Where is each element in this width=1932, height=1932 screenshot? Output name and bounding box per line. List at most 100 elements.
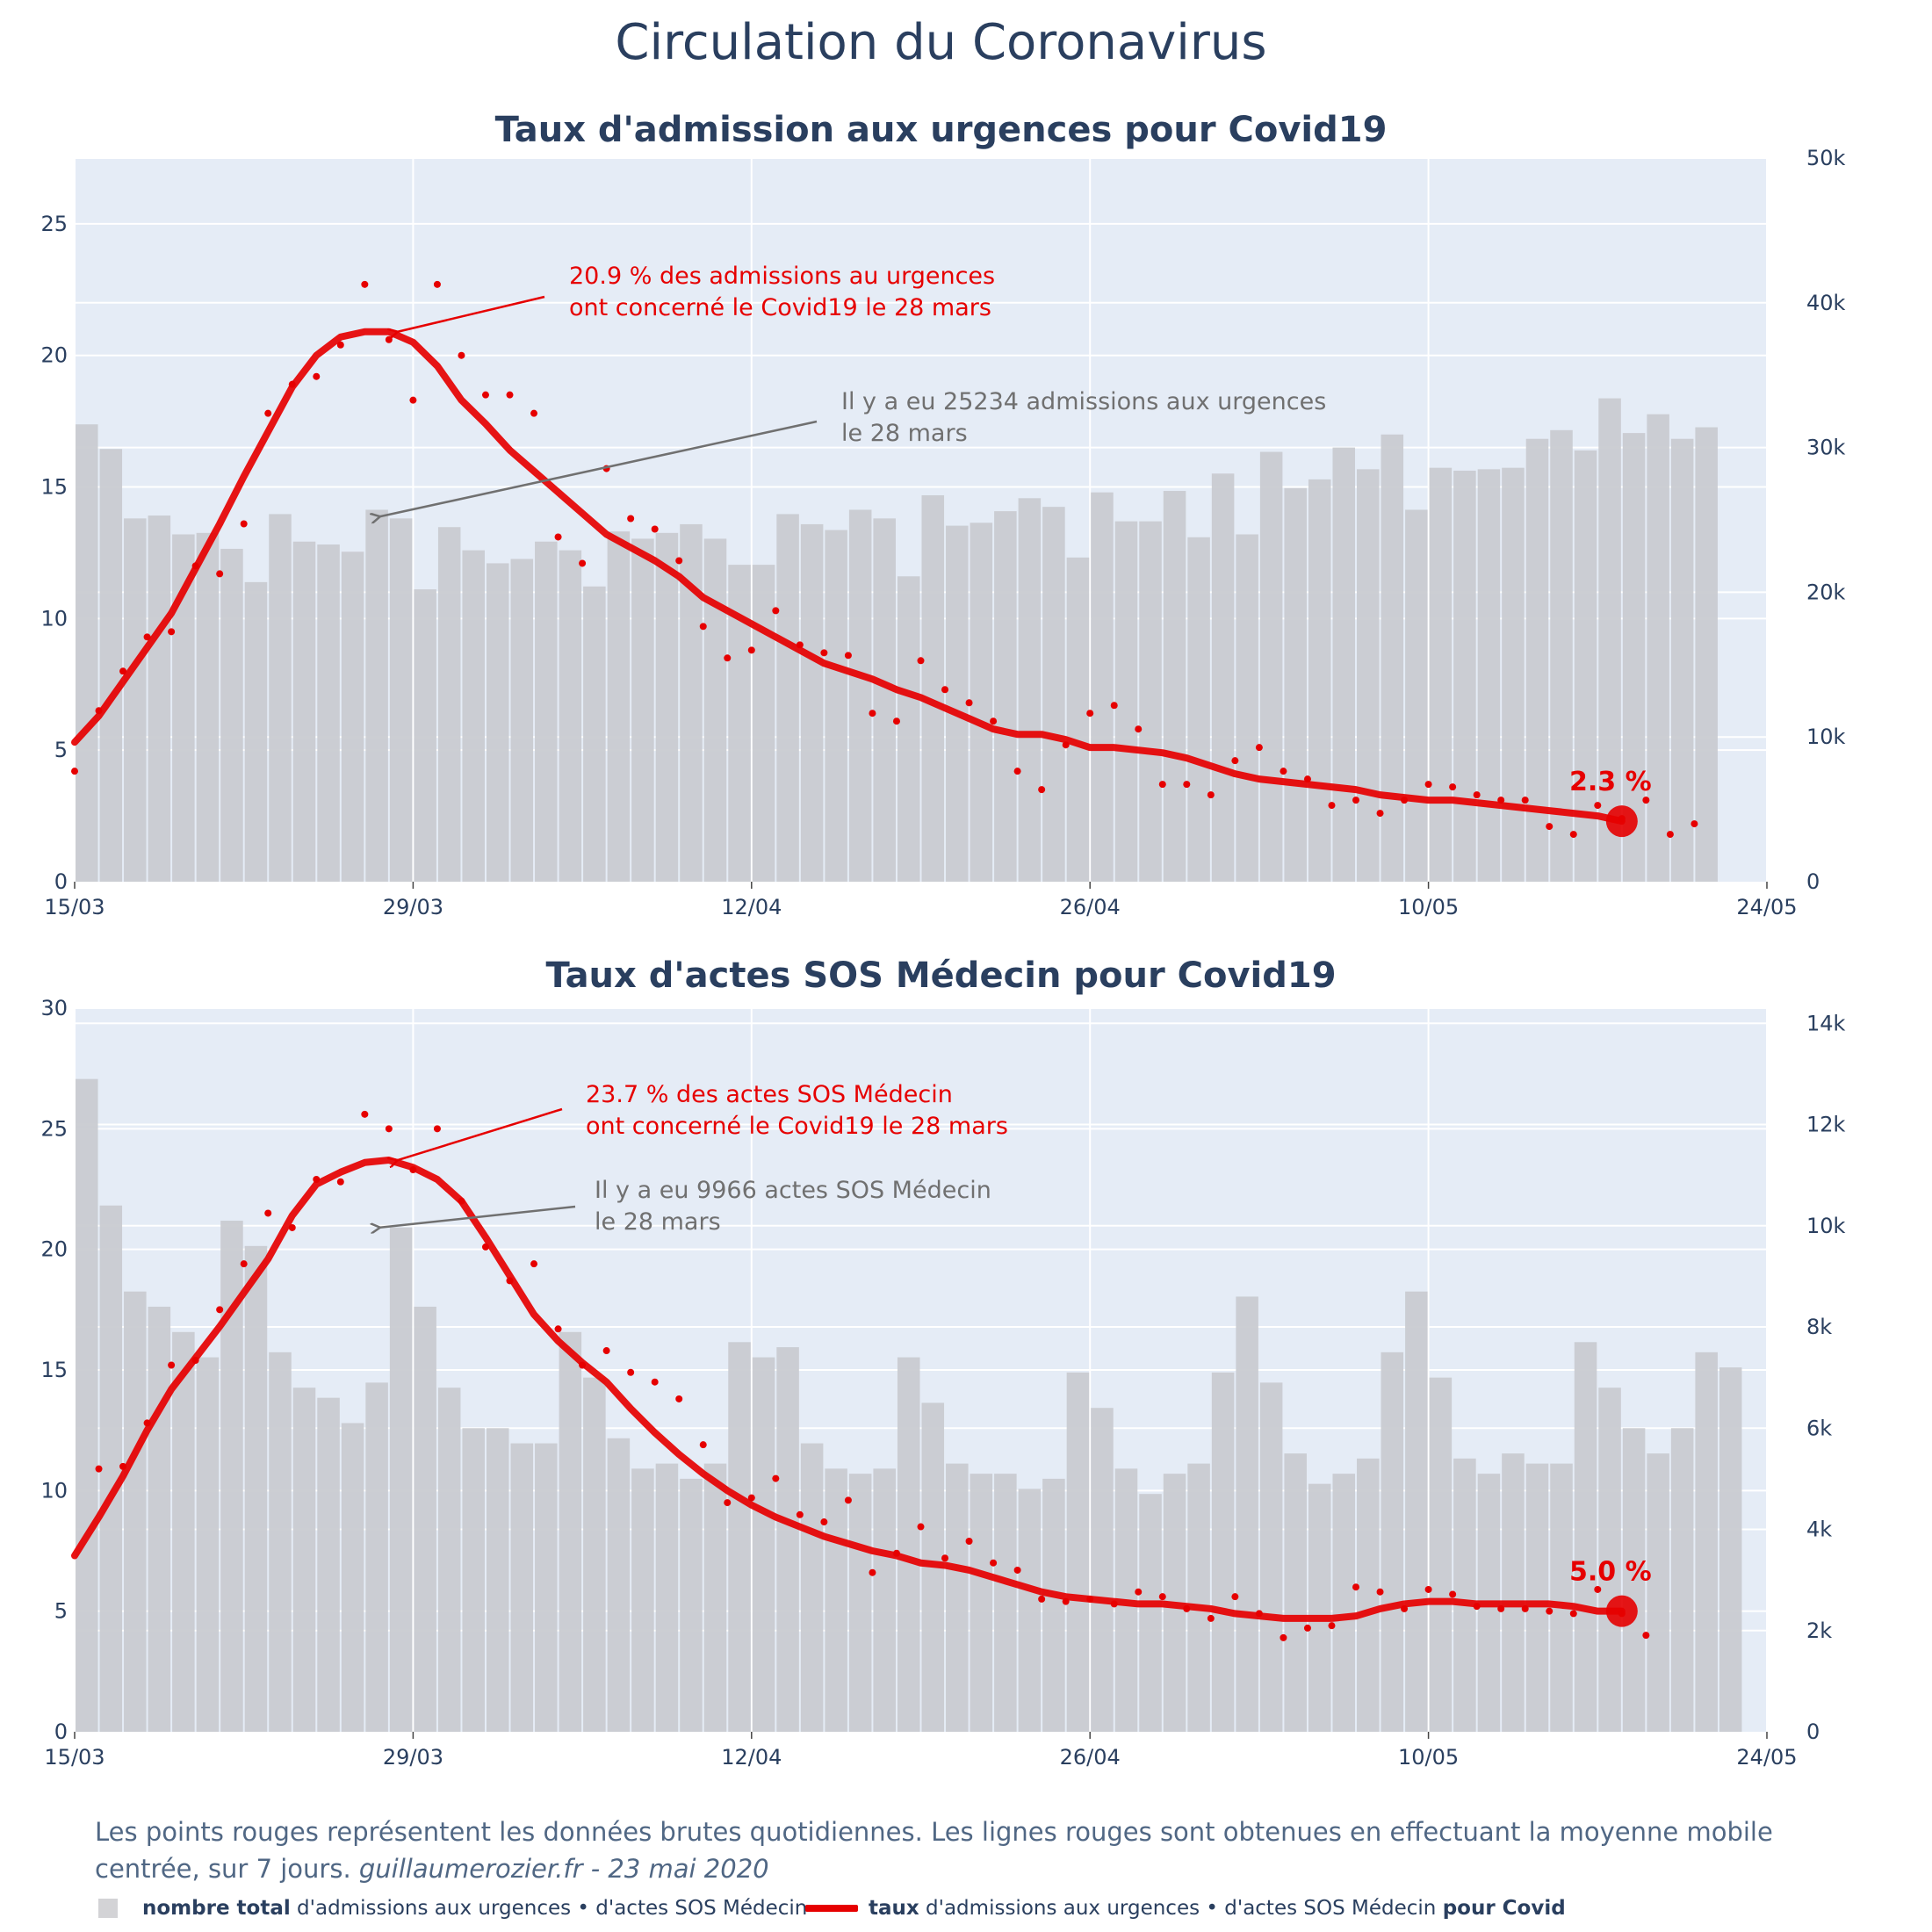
y-right-tick-label: 8k [1806,1315,1832,1339]
data-point [433,280,441,288]
y-left-tick-label: 20 [40,1237,68,1262]
data-point [1521,797,1529,804]
annotation-text: 20.9 % des admissions au urgences [569,263,995,290]
y-right-tick-label: 0 [1806,1719,1820,1744]
data-point [530,1260,538,1268]
bar [776,1347,799,1732]
data-point [724,1499,732,1507]
data-point [1135,725,1143,733]
data-point [95,1465,103,1473]
bar [825,530,847,882]
data-point [1642,1632,1650,1640]
data-point [844,1496,852,1504]
bar [559,1331,582,1732]
x-tick-label: 26/04 [1060,1745,1121,1770]
legend-item-bars[interactable]: nombre total d'admissions aux urgences •… [98,1897,807,1920]
annotation-text: 23.7 % des actes SOS Médecin [586,1081,953,1108]
bar [897,576,920,882]
data-point [747,1494,755,1502]
y-right-tick-label: 12k [1806,1113,1846,1137]
bar [1647,414,1669,882]
bar [848,509,872,882]
bar [1574,1342,1597,1732]
bar [921,494,945,882]
bar [462,1428,485,1732]
y-right-tick-label: 10k [1806,1214,1846,1238]
data-point [433,1125,441,1133]
annotation-text: le 28 mars [595,1208,721,1236]
bar [1042,507,1065,882]
bar [1429,467,1453,882]
data-point [941,686,949,694]
bar [148,1306,171,1732]
y-right-tick-label: 6k [1806,1416,1832,1440]
data-point [481,1243,489,1251]
y-left-tick-label: 5 [54,738,68,762]
data-point [1401,1604,1409,1612]
bar [124,518,147,882]
bar [1187,537,1210,882]
bar [292,1388,316,1732]
data-point [1231,757,1239,765]
bar [486,563,509,882]
bar [196,532,220,882]
data-point [844,652,852,660]
y-right-tick-label: 20k [1806,580,1846,604]
chart-urgences: 15/03 29/03 12/04 26/04 10/05 24/05 0 5 10 15 20 25… [40,149,1846,919]
data-point [1255,1610,1263,1618]
data-point [168,1361,176,1369]
bar [1647,1453,1669,1732]
data-point [796,1510,804,1518]
bar [510,559,534,882]
data-point [1328,1622,1336,1630]
bar [655,1463,679,1732]
data-point [1424,1585,1432,1593]
series-line [71,328,1626,825]
data-point [458,351,465,359]
data-point [651,525,659,533]
bar [1598,1388,1621,1732]
legend-item-line[interactable]: taux d'admissions aux urgences • d'actes… [805,1897,1566,1920]
data-point [675,1395,683,1402]
data-point [1183,1604,1191,1612]
data-point [119,667,127,675]
data-point [772,1474,780,1482]
data-point [216,570,224,578]
data-point [1497,797,1505,804]
y-right-tick-label: 4k [1806,1517,1832,1542]
data-point [796,641,804,649]
annotation-text: ont concerné le Covid19 le 28 mars [586,1113,1008,1140]
bar [848,1474,872,1732]
data-point [1110,1600,1118,1608]
bar [631,538,654,882]
bar [486,1428,509,1732]
data-point [675,557,683,565]
bar [752,565,775,882]
bar [317,544,340,882]
y-left-tick-label: 20 [40,343,68,368]
data-point [1642,797,1650,804]
bar [437,527,461,882]
bar [994,511,1017,882]
annotation-text: Il y a eu 9966 actes SOS Médecin [595,1177,991,1204]
y-right-tick-label: 0 [1806,869,1820,894]
bar [1042,1478,1065,1732]
footnote-source: guillaumerozier.fr - 23 mai 2020 [358,1854,769,1884]
y-right-tick-label: 50k [1806,149,1846,170]
bar [1357,469,1380,882]
data-point [409,396,417,404]
legend-line-text: d'admissions aux urgences • d'actes SOS … [919,1897,1443,1920]
x-tick-label: 29/03 [383,895,443,919]
data-point [1207,1614,1215,1622]
data-point [361,1110,369,1118]
bar [1139,521,1162,882]
bar [414,589,436,882]
data-point [1352,1583,1360,1591]
bar [462,550,485,882]
data-point [579,1361,587,1369]
bar [244,581,268,882]
bar [703,1463,727,1732]
data-point [1473,1603,1481,1611]
data-point [892,1549,900,1557]
bar [1670,1428,1694,1732]
